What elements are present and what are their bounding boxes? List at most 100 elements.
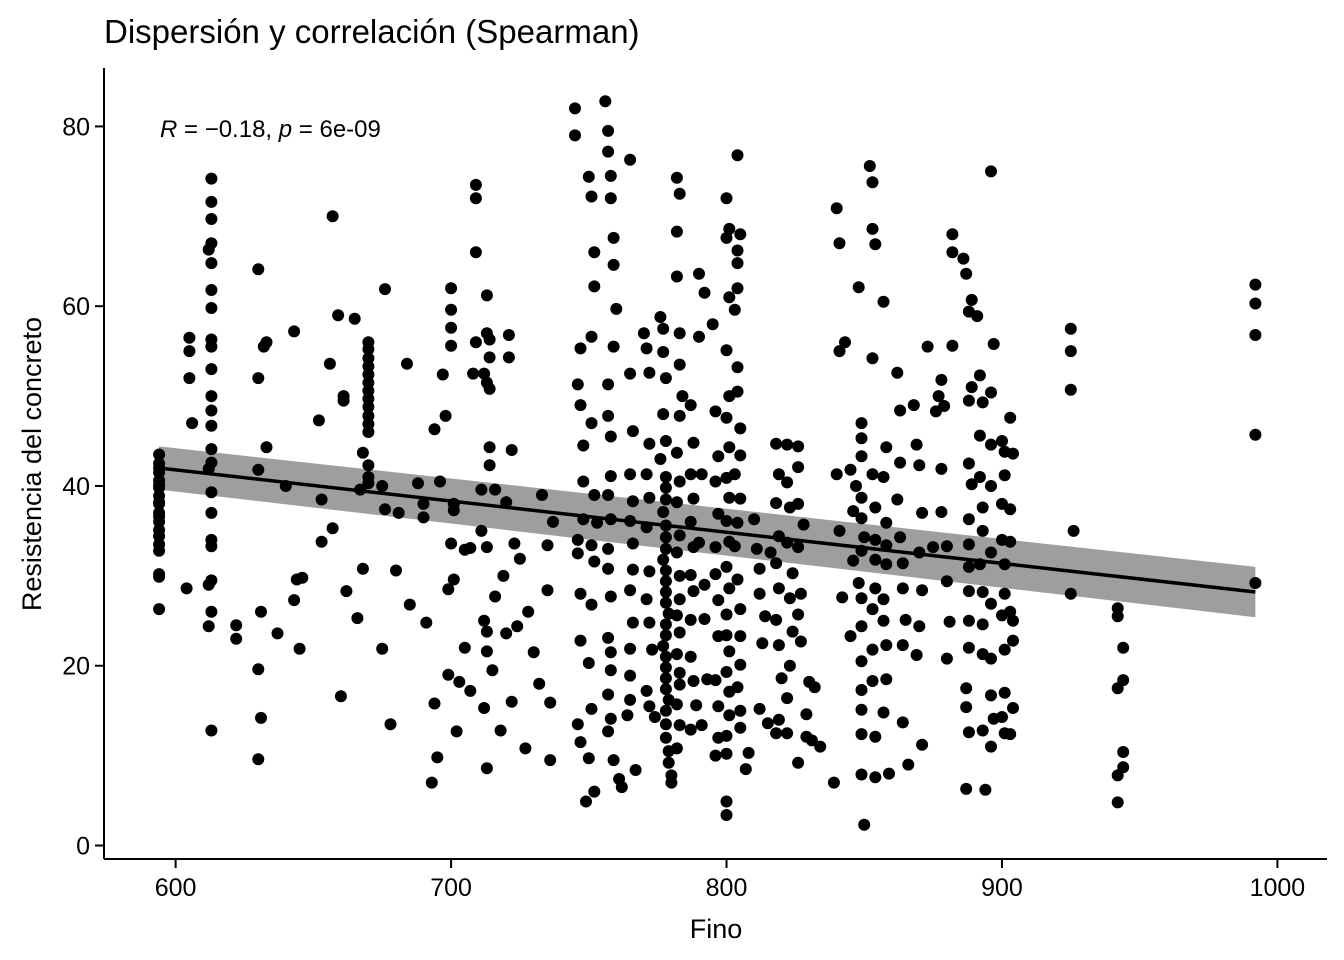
data-point	[880, 673, 893, 686]
data-point	[445, 303, 458, 316]
data-point	[1064, 587, 1077, 600]
data-point	[670, 648, 683, 661]
data-point	[469, 246, 482, 259]
data-point	[478, 702, 491, 714]
data-point	[786, 567, 799, 580]
annotation-r-value: = −0.18,	[177, 116, 278, 143]
data-point	[290, 573, 303, 586]
data-point	[607, 258, 620, 271]
data-point	[709, 541, 722, 554]
data-point	[985, 386, 997, 399]
data-point	[731, 573, 744, 586]
data-point	[957, 252, 970, 265]
data-point	[916, 506, 929, 519]
data-point	[985, 740, 997, 753]
data-point	[772, 582, 785, 595]
data-point	[202, 620, 215, 633]
data-point	[323, 357, 336, 370]
data-point	[153, 479, 166, 492]
data-point	[643, 366, 656, 379]
data-point	[544, 754, 557, 767]
data-point	[417, 511, 430, 524]
data-point	[326, 522, 339, 535]
data-point	[205, 540, 218, 553]
data-point	[659, 372, 672, 385]
data-point	[907, 399, 920, 412]
data-point	[547, 515, 559, 528]
data-point	[585, 539, 598, 552]
data-point	[621, 709, 634, 722]
correlation-annotation: R = −0.18, p = 6e-09	[160, 116, 381, 143]
data-point	[709, 749, 722, 762]
data-point	[659, 618, 672, 631]
data-point	[731, 681, 744, 694]
y-axis-ticks: 0 20 40 60 80	[62, 113, 104, 861]
data-point	[403, 598, 416, 611]
y-axis-title: Resistencia del concreto	[17, 317, 47, 611]
data-point	[582, 170, 595, 183]
data-point	[574, 587, 587, 600]
data-point	[833, 237, 846, 250]
data-point	[770, 557, 783, 570]
data-point	[571, 718, 584, 731]
confidence-band	[159, 446, 1256, 618]
data-point	[728, 303, 741, 316]
x-tick-label: 900	[981, 874, 1023, 902]
data-point	[673, 719, 686, 732]
data-point	[502, 329, 515, 341]
data-point	[640, 468, 653, 481]
data-point	[844, 463, 857, 476]
data-point	[720, 192, 733, 205]
data-point	[624, 468, 637, 481]
data-point	[326, 210, 339, 223]
data-point	[659, 542, 672, 555]
data-point	[985, 165, 997, 178]
data-point	[659, 661, 672, 674]
data-point	[153, 603, 166, 616]
data-point	[588, 555, 601, 568]
data-point	[987, 338, 1000, 350]
data-point	[230, 632, 243, 645]
data-point	[985, 597, 997, 610]
data-point	[976, 524, 989, 537]
data-point	[894, 531, 907, 544]
data-point	[469, 192, 482, 205]
data-point	[673, 187, 686, 200]
data-point	[439, 409, 452, 422]
data-point	[781, 476, 794, 489]
data-point	[869, 730, 882, 743]
data-point	[916, 584, 929, 597]
data-point	[709, 568, 722, 581]
data-point	[877, 706, 890, 719]
data-point	[927, 541, 940, 554]
data-point	[252, 463, 265, 476]
data-point	[770, 727, 783, 740]
data-point	[673, 569, 686, 582]
data-point	[577, 439, 590, 452]
data-point	[574, 399, 587, 412]
data-point	[602, 562, 615, 575]
data-point	[985, 689, 997, 702]
data-point	[588, 246, 601, 259]
data-point	[588, 785, 601, 798]
data-point	[659, 683, 672, 696]
data-point	[428, 423, 441, 436]
data-point	[180, 582, 193, 595]
data-point	[205, 404, 218, 417]
data-point	[569, 129, 581, 142]
data-point	[1004, 535, 1017, 548]
data-point	[205, 195, 218, 208]
data-point	[340, 585, 353, 598]
data-point	[976, 501, 989, 514]
data-point	[442, 583, 455, 596]
data-point	[731, 149, 744, 162]
data-point	[783, 592, 796, 605]
data-point	[577, 475, 590, 488]
data-point	[687, 675, 700, 687]
data-point	[640, 684, 653, 697]
data-point	[602, 378, 615, 391]
data-point	[946, 228, 959, 241]
data-point	[1117, 641, 1130, 654]
data-point	[720, 666, 733, 678]
